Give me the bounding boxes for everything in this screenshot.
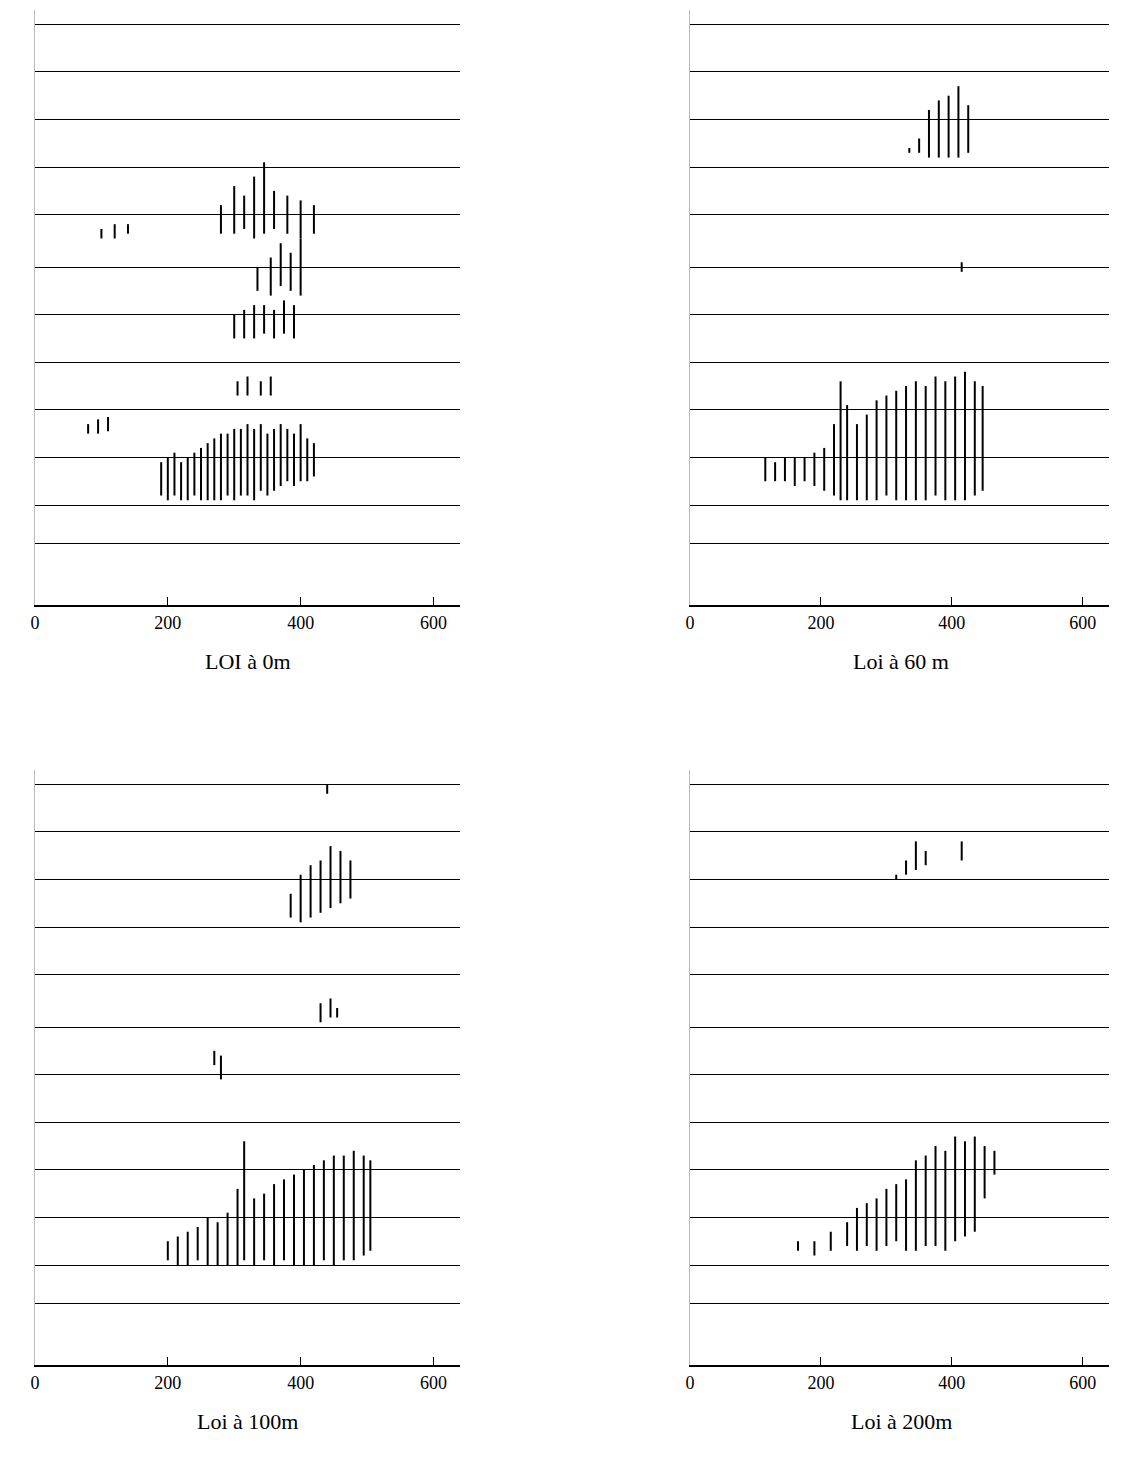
svg-text:600: 600	[1069, 1373, 1096, 1393]
svg-text:0: 0	[686, 613, 695, 633]
svg-text:600: 600	[420, 613, 447, 633]
svg-text:200: 200	[807, 613, 834, 633]
svg-text:Loi à 60 m: Loi à 60 m	[853, 649, 949, 674]
svg-text:600: 600	[420, 1373, 447, 1393]
svg-text:400: 400	[287, 613, 314, 633]
svg-text:400: 400	[938, 1373, 965, 1393]
svg-text:400: 400	[938, 613, 965, 633]
svg-text:0: 0	[686, 1373, 695, 1393]
svg-text:Loi à 100m: Loi à 100m	[197, 1409, 298, 1434]
svg-text:200: 200	[807, 1373, 834, 1393]
svg-text:LOI à 0m: LOI à 0m	[205, 649, 291, 674]
svg-text:600: 600	[1069, 613, 1096, 633]
svg-text:400: 400	[287, 1373, 314, 1393]
svg-text:0: 0	[31, 613, 40, 633]
svg-text:200: 200	[154, 1373, 181, 1393]
svg-text:0: 0	[31, 1373, 40, 1393]
svg-text:200: 200	[154, 613, 181, 633]
svg-text:Loi à 200m: Loi à 200m	[851, 1409, 952, 1434]
